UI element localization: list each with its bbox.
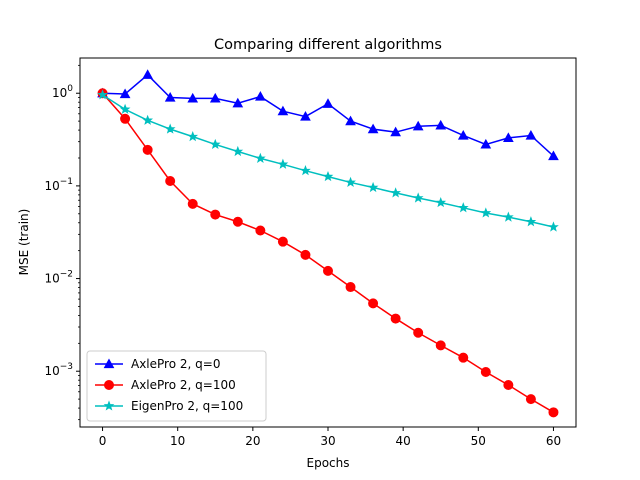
series-0-point-17 [480,138,492,149]
series-2-point-2 [142,114,154,125]
series-0-point-11 [345,115,356,126]
series-0-point-5 [209,92,221,103]
series-1 [97,88,559,418]
series-2-point-17 [480,207,492,218]
series-1-point-16 [458,352,469,363]
series-1-point-12 [368,298,379,309]
legend-marker-0 [103,358,115,369]
legend-marker-1 [104,380,114,390]
series-1-point-6 [232,216,243,227]
series-1-point-7 [255,225,266,236]
y-tick-label-2: 10−1 [44,177,73,193]
series-0-point-18 [503,132,514,142]
series-2-point-13 [390,187,402,198]
series-2-point-15 [435,196,447,208]
series-0-point-16 [457,129,469,140]
series-1-point-14 [413,327,424,338]
series-2 [97,89,559,232]
series-0-point-2 [142,69,153,79]
series-0-point-14 [412,120,424,131]
y-axis-label: MSE (train) [17,209,31,276]
x-tick-label-0: 0 [99,434,107,448]
series-0-point-13 [390,126,401,137]
series-1-point-18 [503,379,514,390]
series-2-point-5 [209,138,221,150]
series-1-point-3 [165,175,176,186]
series-2-point-8 [277,158,289,169]
series-0-point-3 [164,91,176,102]
series-2-point-16 [457,202,469,213]
series-1-point-17 [480,367,491,378]
series-2-point-14 [412,192,424,203]
series-line-2 [102,94,554,228]
x-tick-label-4: 40 [396,434,411,448]
series-0-point-7 [255,91,266,101]
series-2-point-9 [300,165,311,176]
series-0-point-15 [435,119,447,130]
series-2-point-11 [345,176,356,187]
series-2-point-4 [187,131,199,142]
series-0 [97,69,559,161]
series-1-point-13 [390,313,401,324]
y-tick-label-0: 10−3 [44,362,73,378]
y-tick-label-1: 10−2 [44,270,73,286]
x-tick-label-5: 50 [471,434,486,448]
legend-label-1: AxlePro 2, q=100 [131,378,236,392]
series-1-point-20 [548,407,559,418]
series-2-point-0 [97,89,108,100]
series-1-point-5 [210,209,221,220]
legend-label-2: EigenPro 2, q=100 [131,399,243,413]
x-tick-label-2: 20 [245,434,260,448]
series-1-point-11 [345,282,356,293]
x-axis-label: Epochs [307,456,350,470]
x-tick-label-3: 30 [320,434,335,448]
series-1-point-2 [142,144,153,155]
series-0-point-12 [367,123,379,134]
series-2-point-19 [525,216,537,227]
chart-title: Comparing different algorithms [214,37,442,53]
series-1-point-10 [323,265,333,276]
x-tick-label-1: 10 [170,434,185,448]
x-tick-label-6: 60 [546,434,561,448]
series-2-point-7 [255,152,266,163]
legend-box [86,350,267,422]
series-0-point-1 [119,88,131,99]
y-tick-label-3: 100 [52,84,73,100]
legend-marker-2 [103,400,115,411]
series-2-point-20 [548,221,559,232]
series-0-point-10 [322,98,334,108]
series-0-point-9 [300,111,311,121]
series-2-point-1 [119,103,131,114]
series-0-point-6 [232,97,244,108]
series-2-point-12 [367,181,379,193]
series-1-point-4 [187,198,198,209]
series-2-point-6 [232,145,244,157]
series-1-point-15 [435,340,446,351]
series-2-point-3 [164,123,176,134]
series-1-point-9 [300,249,311,260]
plot-area: 0 10 20 30 40 50 60 10−3 10−2 10−1 100 [44,57,577,448]
series-1-point-8 [277,236,288,247]
series-2-point-18 [503,211,514,222]
series-1-point-1 [120,113,131,124]
series-2-point-10 [322,170,334,182]
legend: AxlePro 2, q=0 AxlePro 2, q=100 EigenPro 2… [86,350,267,422]
legend-label-0: AxlePro 2, q=0 [131,357,220,371]
series-0-point-20 [548,150,559,161]
series-1-point-19 [525,394,536,405]
series-0-point-19 [525,129,537,140]
series-0-point-4 [187,92,199,103]
series-0-point-8 [277,105,289,116]
